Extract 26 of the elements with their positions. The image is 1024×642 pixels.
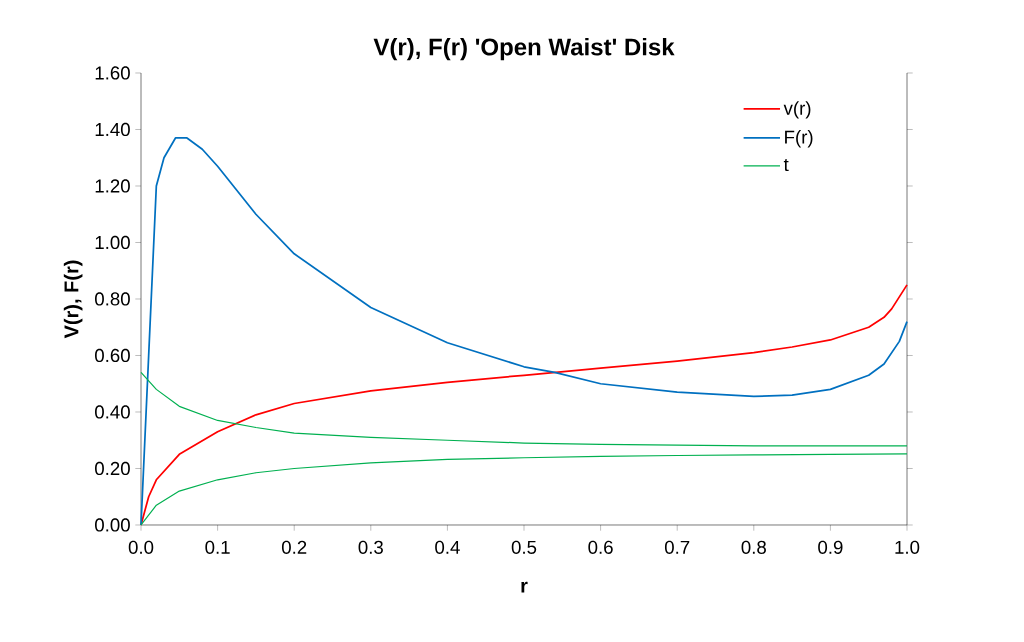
- x-tick-label: 0.7: [664, 540, 690, 554]
- legend-label: v(r): [783, 101, 811, 119]
- y-tick-label: 1.40: [95, 122, 130, 137]
- x-tick-label: 0.9: [818, 540, 843, 554]
- x-tick-label: 0.8: [741, 540, 766, 554]
- legend-label: F(r): [785, 130, 813, 148]
- y-tick-label: 0.20: [95, 461, 130, 476]
- y-tick-label: 1.20: [95, 179, 130, 193]
- y-tick-label: 1.60: [95, 66, 130, 80]
- y-tick-label: 0.80: [95, 292, 130, 306]
- y-tick-label: 1.00: [95, 235, 130, 250]
- legend-label: t: [783, 158, 789, 172]
- x-tick-label: 0.2: [281, 540, 307, 554]
- y-tick-label: 0.60: [95, 348, 130, 363]
- x-axis-title: r: [521, 581, 528, 593]
- y-tick-label: 0.00: [95, 518, 130, 532]
- x-tick-label: 1.0: [895, 540, 920, 554]
- x-tick-label: 0.0: [128, 540, 154, 554]
- x-tick-label: 0.6: [588, 540, 613, 554]
- x-tick-label: 0.5: [511, 540, 537, 554]
- y-tick-label: 0.40: [95, 405, 130, 419]
- x-tick-label: 0.3: [358, 540, 383, 554]
- y-axis-title: V(r), F(r): [63, 260, 83, 339]
- x-tick-label: 0.4: [435, 540, 460, 554]
- chart-title: V(r), F(r) 'Open Waist' Disk: [373, 37, 675, 61]
- x-tick-label: 0.1: [205, 540, 230, 554]
